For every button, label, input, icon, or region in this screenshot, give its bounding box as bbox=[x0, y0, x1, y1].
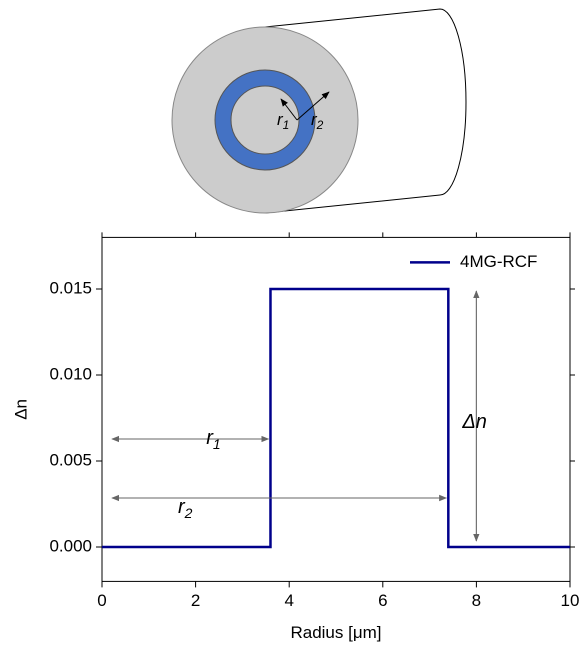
y-tick-label: 0.015 bbox=[49, 278, 92, 297]
r1-arrow bbox=[280, 98, 298, 121]
x-tick-label: 4 bbox=[284, 591, 293, 610]
fiber-diagram: r1 r2 bbox=[171, 8, 467, 214]
diagram-label: r1 bbox=[277, 110, 289, 132]
plot-frame bbox=[101, 236, 571, 582]
diagram-label: r2 bbox=[311, 110, 324, 132]
annotation-sub: 2 bbox=[184, 505, 193, 521]
y-tick-label: 0.005 bbox=[49, 450, 92, 469]
x-tick-label: 8 bbox=[472, 591, 481, 610]
y-tick-label: 0.010 bbox=[49, 364, 92, 383]
annotation-sub: 1 bbox=[213, 436, 221, 452]
x-tick-label: 0 bbox=[97, 591, 106, 610]
legend-label: 4MG-RCF bbox=[460, 252, 537, 271]
x-axis-label: Radius [μm] bbox=[290, 623, 381, 642]
annotation-text: r bbox=[178, 496, 186, 518]
chart: 0 2 4 6 8 10 0.000 0.005 0.010 0.015 Radius [μm] Δn… bbox=[11, 232, 580, 642]
annotation-text: r bbox=[206, 427, 214, 449]
r2-arrow bbox=[296, 91, 330, 121]
annotation: r2 bbox=[178, 496, 193, 520]
annotation-text: Δn bbox=[461, 411, 487, 433]
y-axis-label: Δn bbox=[11, 399, 30, 420]
x-tick-label: 2 bbox=[191, 591, 200, 610]
annotation: r1 bbox=[206, 427, 220, 451]
annotation: Δn bbox=[461, 411, 487, 433]
series-line bbox=[102, 287, 570, 549]
x-tick-label: 10 bbox=[561, 591, 580, 610]
x-tick-label: 6 bbox=[378, 591, 387, 610]
y-tick-label: 0.000 bbox=[49, 536, 92, 555]
